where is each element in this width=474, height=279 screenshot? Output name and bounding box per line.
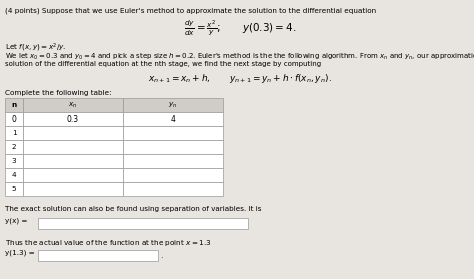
Bar — [23, 140, 123, 154]
Bar — [123, 112, 223, 126]
Bar — [5, 154, 23, 168]
Bar — [123, 168, 223, 182]
Text: $\frac{dy}{dx} = \frac{x^2}{y};\qquad y(0.3) = 4.$: $\frac{dy}{dx} = \frac{x^2}{y};\qquad y(… — [184, 18, 296, 38]
Bar — [5, 98, 23, 112]
Text: 3: 3 — [12, 158, 16, 164]
Text: Let $f(x, y) = x^2/y$.: Let $f(x, y) = x^2/y$. — [5, 42, 66, 54]
Bar — [23, 154, 123, 168]
Bar — [23, 168, 123, 182]
Text: 4: 4 — [171, 114, 175, 124]
Bar — [5, 126, 23, 140]
Bar — [23, 98, 123, 112]
Text: n: n — [11, 102, 17, 108]
Bar — [5, 168, 23, 182]
Text: Complete the following table:: Complete the following table: — [5, 90, 111, 96]
Bar — [5, 182, 23, 196]
Bar — [23, 126, 123, 140]
Text: $x_n$: $x_n$ — [68, 100, 78, 110]
Bar — [5, 140, 23, 154]
Text: We let $x_0 = 0.3$ and $y_0 = 4$ and pick a step size $h = 0.2$. Euler's method : We let $x_0 = 0.3$ and $y_0 = 4$ and pic… — [5, 52, 474, 62]
Bar — [5, 112, 23, 126]
Bar — [123, 154, 223, 168]
Text: 5: 5 — [12, 186, 16, 192]
Bar — [38, 218, 248, 229]
Text: y(1.3) =: y(1.3) = — [5, 250, 35, 256]
Bar — [123, 98, 223, 112]
Text: 0.3: 0.3 — [67, 114, 79, 124]
Text: 2: 2 — [12, 144, 16, 150]
Text: .: . — [160, 251, 163, 261]
Bar — [123, 182, 223, 196]
Bar — [38, 250, 158, 261]
Text: $x_{n+1} = x_n + h, \qquad y_{n+1} = y_n + h \cdot f(x_n, y_n).$: $x_{n+1} = x_n + h, \qquad y_{n+1} = y_n… — [148, 72, 332, 85]
Text: (4 points) Suppose that we use Euler's method to approximate the solution to the: (4 points) Suppose that we use Euler's m… — [5, 8, 376, 15]
Text: $y_n$: $y_n$ — [168, 100, 178, 110]
Bar — [23, 182, 123, 196]
Bar — [123, 126, 223, 140]
Text: 0: 0 — [11, 114, 17, 124]
Text: The exact solution can also be found using separation of variables. It is: The exact solution can also be found usi… — [5, 206, 262, 212]
Text: 1: 1 — [12, 130, 16, 136]
Bar — [123, 140, 223, 154]
Text: y(x) =: y(x) = — [5, 218, 27, 225]
Bar — [23, 112, 123, 126]
Text: 4: 4 — [12, 172, 16, 178]
Text: Thus the actual value of the function at the point $x = 1.3$: Thus the actual value of the function at… — [5, 238, 212, 248]
Text: solution of the differential equation at the nth stage, we find the next stage b: solution of the differential equation at… — [5, 61, 321, 67]
